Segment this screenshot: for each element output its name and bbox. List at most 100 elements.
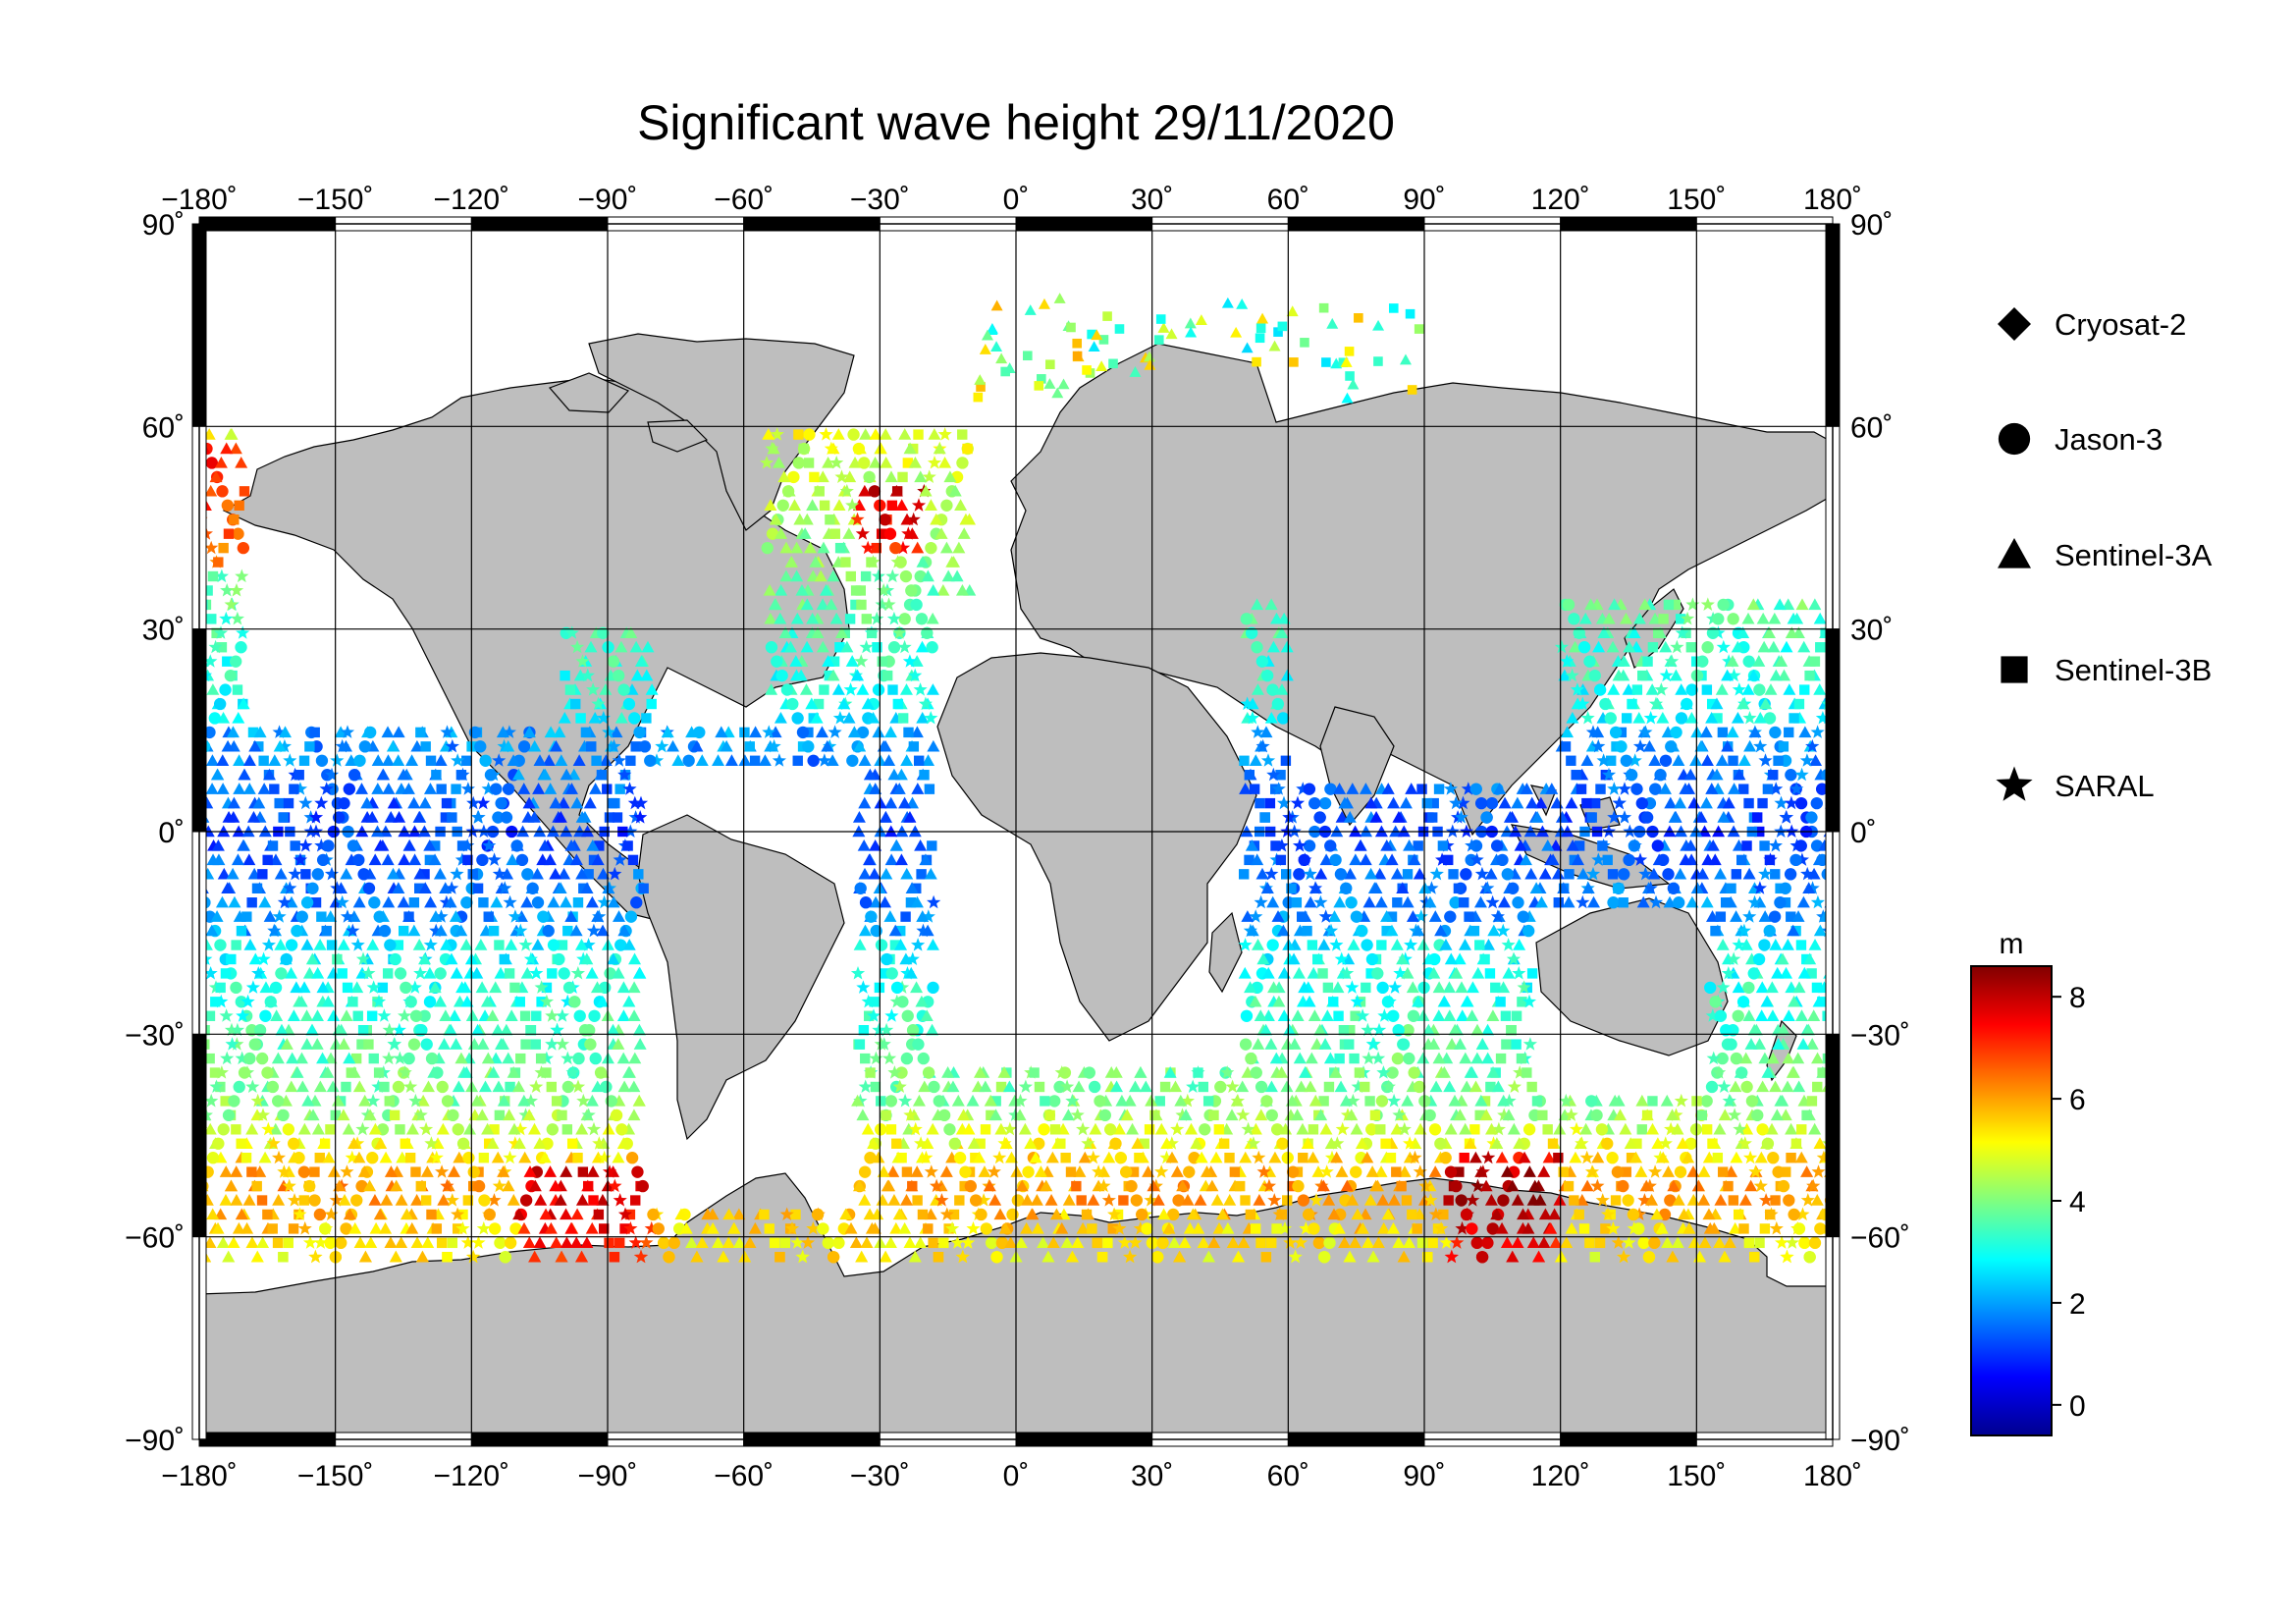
longitude-label: 0˚ (1003, 1460, 1030, 1492)
track-marker (377, 982, 389, 994)
track-marker (1266, 640, 1280, 653)
track-marker (1236, 1080, 1250, 1093)
track-marker (874, 825, 887, 838)
track-marker (977, 1193, 991, 1207)
track-marker (232, 711, 245, 724)
track-marker (762, 725, 776, 738)
track-marker (398, 825, 411, 838)
track-marker (933, 1252, 944, 1263)
track-marker (475, 1109, 489, 1121)
track-marker (1811, 1164, 1826, 1178)
track-marker (1817, 1067, 1828, 1078)
track-marker (869, 839, 882, 851)
track-marker (573, 669, 587, 681)
track-marker (1591, 852, 1606, 866)
track-marker (456, 1137, 470, 1150)
track-marker (450, 866, 464, 881)
track-marker (1812, 995, 1826, 1007)
track-marker (578, 883, 589, 893)
track-marker (392, 882, 405, 893)
track-marker (1154, 1122, 1168, 1135)
track-marker (1241, 910, 1255, 922)
track-marker (1183, 1165, 1196, 1178)
track-marker (1714, 867, 1728, 880)
track-marker (1264, 598, 1278, 611)
track-marker (1338, 796, 1352, 809)
track-marker (1330, 825, 1344, 838)
track-marker (1433, 784, 1445, 794)
track-marker (749, 755, 761, 766)
track-marker (900, 754, 914, 766)
track-marker (230, 655, 242, 668)
track-marker (340, 909, 355, 923)
track-marker (407, 924, 421, 937)
track-marker (1005, 1151, 1019, 1163)
track-marker (1613, 883, 1624, 893)
track-marker (627, 981, 641, 994)
track-marker (822, 655, 835, 667)
track-marker (1733, 1209, 1744, 1220)
track-marker (1542, 1124, 1553, 1135)
track-marker (591, 910, 605, 922)
track-marker (392, 754, 405, 766)
track-marker (300, 1009, 314, 1021)
track-marker (885, 967, 898, 980)
track-marker (1728, 1108, 1742, 1121)
track-marker (870, 611, 884, 625)
track-marker (1349, 853, 1362, 866)
track-marker (500, 1023, 513, 1036)
track-marker (1288, 1038, 1302, 1050)
track-marker (236, 1008, 250, 1022)
track-marker (400, 981, 412, 995)
track-marker (444, 1023, 457, 1036)
track-marker (468, 726, 482, 739)
track-marker (839, 1208, 853, 1220)
track-marker (644, 1220, 659, 1235)
track-marker (266, 1136, 281, 1150)
track-marker (1291, 1109, 1305, 1121)
track-marker (1350, 1122, 1363, 1135)
track-marker (993, 1208, 1007, 1220)
track-marker (594, 840, 605, 851)
track-marker (1801, 1023, 1815, 1036)
track-marker (1329, 938, 1344, 951)
track-marker (1495, 1151, 1509, 1163)
track-marker (1275, 626, 1289, 638)
track-marker (844, 1221, 858, 1234)
track-marker (502, 783, 515, 795)
track-marker (912, 1094, 926, 1107)
track-marker (476, 853, 489, 867)
track-marker (308, 1249, 323, 1264)
track-marker (1273, 327, 1283, 337)
longitude-label: −60˚ (714, 184, 774, 216)
track-marker (364, 726, 377, 739)
track-marker (1487, 924, 1501, 937)
track-marker (1731, 869, 1742, 880)
track-marker (1607, 782, 1622, 795)
track-marker (1794, 767, 1809, 782)
longitude-label: 150˚ (1667, 1460, 1726, 1492)
track-marker (219, 1165, 233, 1177)
track-marker (1769, 1080, 1783, 1093)
track-marker (908, 1121, 923, 1136)
track-marker (1563, 1180, 1575, 1192)
track-marker (1065, 1166, 1077, 1177)
track-marker (979, 1080, 992, 1093)
track-marker (1216, 1208, 1230, 1220)
track-marker (554, 882, 567, 893)
track-marker (1021, 1194, 1035, 1206)
track-marker (1144, 359, 1156, 370)
track-marker (881, 1109, 891, 1121)
track-marker (589, 1052, 602, 1065)
track-marker (616, 981, 630, 994)
track-marker (1183, 1221, 1197, 1234)
track-marker (204, 1053, 215, 1064)
track-marker (950, 569, 964, 582)
track-marker (1511, 1039, 1522, 1050)
track-marker (1484, 1194, 1498, 1206)
track-marker (1533, 1194, 1547, 1206)
track-marker (520, 966, 534, 979)
track-marker (911, 883, 922, 893)
track-marker (1386, 1221, 1400, 1234)
track-marker (302, 966, 316, 979)
